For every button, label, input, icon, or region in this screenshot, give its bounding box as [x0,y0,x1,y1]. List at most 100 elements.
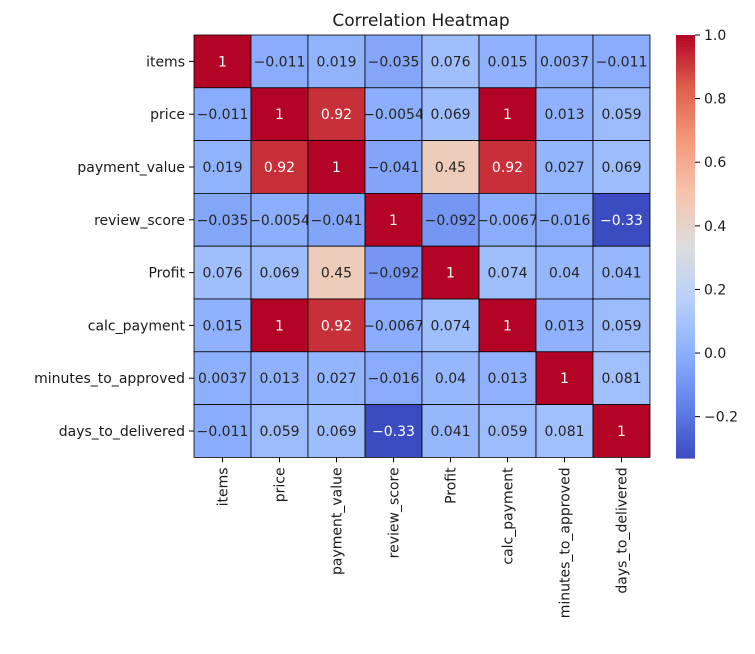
heatmap-cell [592,87,651,142]
cell-value-label: −0.092 [425,213,477,229]
colorbar-gradient-segment [676,255,695,260]
cell-value-label: 0.0037 [540,54,589,70]
colorbar-gradient-segment [676,445,695,450]
colorbar-gradient-segment [676,358,695,362]
column-label: minutes_to_approved [558,467,574,618]
colorbar-gradient-segment [676,328,695,332]
colorbar-gradient-segment [676,180,695,184]
colorbar-gradient-segment [676,267,695,272]
colorbar-gradient-segment [676,334,695,338]
colorbar-gradient-segment [676,252,695,257]
cell-value-label: −0.092 [368,266,420,282]
colorbar-gradient-segment [676,41,695,45]
colorbar-gradient-segment [676,213,695,217]
row-label: payment_value [77,160,185,176]
heatmap-cell [535,351,594,405]
cell-value-label: −0.041 [311,213,363,229]
colorbar: −0.2 0.0 0.2 0.4 0.6 0.8 1.0 [676,28,738,459]
colorbar-gradient-segment [676,403,695,408]
colorbar-gradient-segment [676,71,695,75]
heatmap-cell [535,298,594,353]
colorbar-gradient-segment [676,210,695,214]
colorbar-gradient-segment [676,243,695,248]
colorbar-gradient-segment [676,95,695,100]
cell-value-label: 0.92 [321,107,352,123]
cell-value-label: 0.074 [430,318,470,334]
heatmap-cell [250,87,309,142]
colorbar-gradient-segment [676,177,695,181]
cell-value-label: 0.081 [544,424,584,440]
cell-value-label: 1 [275,318,284,334]
column-label: review_score [387,467,403,558]
cell-value-label: 0.019 [316,54,356,70]
colorbar-gradient-segment [676,312,695,317]
colorbar-gradient-segment [676,397,695,402]
colorbar-gradient-segment [676,315,695,320]
row-label: calc_payment [88,318,186,334]
colorbar-gradient-segment [676,107,695,112]
colorbar-gradient-segment [676,122,695,127]
colorbar-gradient-segment [676,246,695,251]
column-label: price [273,467,289,502]
colorbar-gradient-segment [676,294,695,299]
colorbar-gradient-segment [676,418,695,423]
chart-title: Correlation Heatmap [332,11,509,31]
heatmap-cell [364,245,423,300]
heatmap-cell [364,87,423,142]
colorbar-gradient-segment [676,216,695,220]
colorbar-gradient-segment [676,373,695,378]
heatmap-cell [250,351,309,405]
colorbar-gradient-segment [676,427,695,432]
colorbar-gradient-segment [676,340,695,344]
cell-value-label: 0.059 [601,318,641,334]
colorbar-gradient-segment [676,68,695,72]
colorbar-tick-label: 0.4 [704,219,726,235]
cell-value-label: 0.015 [202,318,242,334]
cell-value-label: −0.016 [539,213,591,229]
colorbar-gradient-segment [676,424,695,429]
cell-value-label: −0.0054 [363,107,424,123]
column-label: items [216,467,232,506]
heatmap-cell [478,351,537,405]
cell-value-label: −0.035 [368,54,420,70]
colorbar-gradient-segment [676,249,695,254]
colorbar-gradient-segment [676,222,695,226]
heatmap-cell [535,245,594,300]
colorbar-gradient-segment [676,207,695,211]
colorbar-gradient-segment [676,300,695,305]
colorbar-gradient-segment [676,412,695,417]
colorbar-gradient-segment [676,367,695,371]
cell-value-label: 0.069 [601,160,641,176]
colorbar-gradient-segment [676,125,695,130]
colorbar-tick-label: 0.8 [704,92,726,108]
colorbar-gradient-segment [676,146,695,151]
colorbar-gradient-segment [676,110,695,115]
cell-value-label: 0.027 [316,371,356,387]
colorbar-gradient-segment [676,155,695,160]
colorbar-gradient-segment [676,297,695,302]
heatmap-cell [421,404,480,458]
colorbar-gradient-segment [676,451,695,456]
cell-value-label: −0.33 [372,424,415,440]
cell-value-label: −0.0067 [477,213,538,229]
cell-value-label: 1 [332,160,341,176]
colorbar-gradient-segment [676,361,695,365]
cell-value-label: 0.45 [321,266,352,282]
colorbar-gradient-segment [676,337,695,341]
heatmap-cell [193,192,252,247]
heatmap-cell [421,192,480,247]
colorbar-gradient-segment [676,273,695,278]
colorbar-gradient-segment [676,291,695,296]
cell-value-label: 0.041 [430,424,470,440]
colorbar-gradient-segment [676,258,695,263]
cell-value-label: 0.069 [259,266,299,282]
cell-value-label: 1 [389,213,398,229]
cell-value-label: 0.041 [601,266,641,282]
heatmap-cell [478,298,537,353]
cell-value-label: 0.059 [487,424,527,440]
colorbar-gradient-segment [676,173,695,178]
colorbar-gradient-segment [676,164,695,169]
colorbar-gradient-segment [676,38,695,42]
heatmap-cell [364,34,423,89]
